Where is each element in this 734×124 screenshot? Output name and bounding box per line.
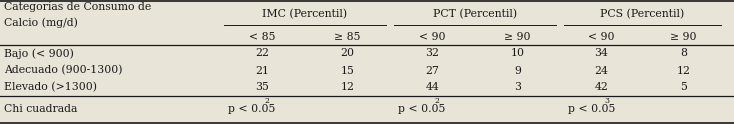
Text: 20: 20 bbox=[341, 48, 355, 59]
Text: ≥ 90: ≥ 90 bbox=[670, 31, 697, 42]
Text: Elevado (>1300): Elevado (>1300) bbox=[4, 82, 97, 93]
Text: p < 0.05: p < 0.05 bbox=[398, 105, 446, 114]
Text: 5: 5 bbox=[680, 82, 687, 93]
Text: 21: 21 bbox=[255, 65, 269, 76]
Text: 8: 8 bbox=[680, 48, 687, 59]
Text: 12: 12 bbox=[677, 65, 691, 76]
Text: 35: 35 bbox=[255, 82, 269, 93]
Text: p < 0.05: p < 0.05 bbox=[568, 105, 615, 114]
Text: 27: 27 bbox=[426, 65, 440, 76]
Text: IMC (Percentil): IMC (Percentil) bbox=[263, 9, 348, 20]
Text: 3: 3 bbox=[604, 97, 609, 105]
Text: < 85: < 85 bbox=[250, 31, 276, 42]
Text: Categorías de Consumo de: Categorías de Consumo de bbox=[4, 1, 151, 12]
Text: 24: 24 bbox=[595, 65, 608, 76]
Text: PCT (Percentil): PCT (Percentil) bbox=[433, 9, 517, 20]
Text: < 90: < 90 bbox=[419, 31, 446, 42]
Text: ≥ 90: ≥ 90 bbox=[504, 31, 531, 42]
Text: 10: 10 bbox=[511, 48, 525, 59]
Text: ≥ 85: ≥ 85 bbox=[334, 31, 360, 42]
Text: 2: 2 bbox=[434, 97, 439, 105]
Text: 15: 15 bbox=[341, 65, 355, 76]
Text: 3: 3 bbox=[514, 82, 521, 93]
Text: Adecuado (900-1300): Adecuado (900-1300) bbox=[4, 65, 123, 76]
Text: Chi cuadrada: Chi cuadrada bbox=[4, 105, 77, 114]
Text: < 90: < 90 bbox=[588, 31, 614, 42]
Text: 32: 32 bbox=[426, 48, 440, 59]
Text: Bajo (< 900): Bajo (< 900) bbox=[4, 48, 74, 59]
Text: 22: 22 bbox=[255, 48, 269, 59]
Text: 44: 44 bbox=[426, 82, 440, 93]
Text: 34: 34 bbox=[595, 48, 608, 59]
Text: 12: 12 bbox=[341, 82, 355, 93]
Text: 9: 9 bbox=[514, 65, 521, 76]
Text: p < 0.05: p < 0.05 bbox=[228, 105, 275, 114]
Text: PCS (Percentil): PCS (Percentil) bbox=[600, 9, 685, 20]
Text: Calcio (mg/d): Calcio (mg/d) bbox=[4, 17, 78, 28]
Text: 42: 42 bbox=[595, 82, 608, 93]
Text: 2: 2 bbox=[264, 97, 269, 105]
